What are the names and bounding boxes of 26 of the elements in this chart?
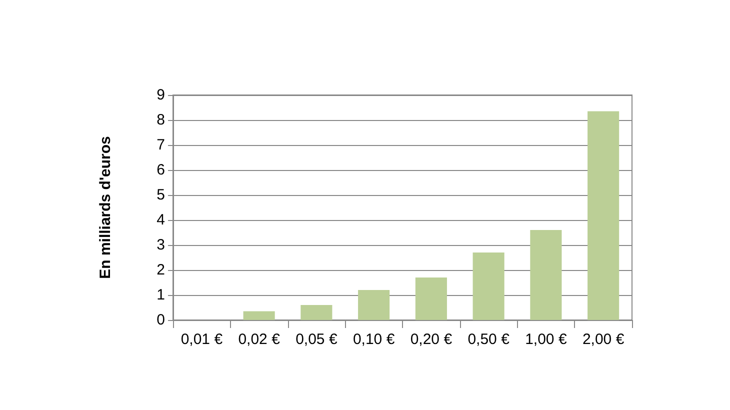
y-tick-label: 1 [156,286,165,304]
x-tick-label: 0,50 € [468,331,510,348]
bar [472,252,504,320]
y-tick-label: 8 [156,112,165,128]
x-tick-label: 0,01 € [180,331,224,348]
bar [300,305,332,320]
y-tick-label: 0 [156,312,165,328]
y-axis-title: En milliards d'euros [97,136,114,279]
y-tick-label: 7 [156,136,165,154]
x-tick-label: 0,10 € [352,331,396,348]
y-tick-label: 9 [156,86,165,104]
y-tick-label: 5 [156,186,165,204]
bar [358,290,390,320]
x-tick-label: 0,02 € [238,331,281,348]
x-tick-label: 0,05 € [296,331,338,348]
y-tick-label: 2 [156,262,165,278]
x-tick-label: 1,00 € [525,331,568,348]
x-tick-label: 2,00 € [582,331,625,348]
x-tick-label: 0,20 € [410,331,453,348]
bar [588,111,620,320]
y-tick-label: 6 [156,162,165,178]
bar [530,230,562,320]
bar [415,278,447,320]
bar [243,311,275,320]
y-tick-label: 3 [156,236,165,254]
y-tick-label: 4 [156,212,165,228]
